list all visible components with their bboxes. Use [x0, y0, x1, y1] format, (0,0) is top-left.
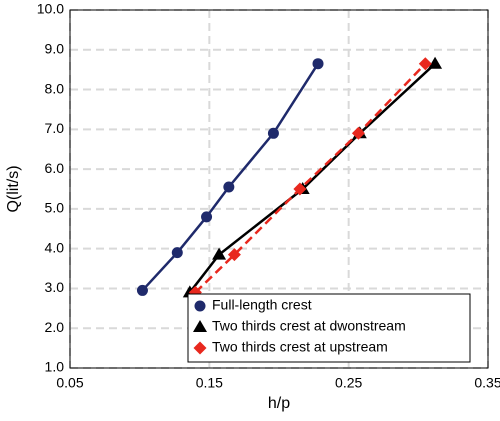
marker — [418, 57, 432, 71]
x-tick-label: 0.15 — [196, 375, 223, 391]
marker — [193, 341, 207, 355]
legend-label: Full-length crest — [212, 297, 312, 313]
x-axis-label: h/p — [268, 395, 290, 412]
y-tick-label: 10.0 — [37, 1, 64, 17]
y-tick-label: 1.0 — [45, 359, 65, 375]
legend-label: Two thirds crest at dwonstream — [212, 318, 406, 334]
marker — [201, 211, 213, 223]
legend-box — [187, 293, 471, 363]
marker — [194, 300, 206, 312]
y-tick-label: 8.0 — [45, 80, 65, 96]
marker — [267, 127, 279, 139]
legend-label: Two thirds crest at upstream — [212, 339, 388, 355]
series-line — [141, 63, 320, 292]
x-tick-label: 0.25 — [335, 375, 362, 391]
marker — [212, 247, 227, 260]
y-tick-label: 7.0 — [45, 120, 65, 136]
y-tick-label: 6.0 — [45, 160, 65, 176]
y-tick-label: 9.0 — [45, 40, 65, 56]
plot-border — [69, 9, 489, 369]
marker — [171, 247, 183, 259]
y-tick-label: 3.0 — [45, 279, 65, 295]
marker — [223, 181, 235, 193]
marker — [193, 320, 207, 332]
series-line — [194, 62, 427, 294]
marker — [227, 248, 241, 262]
marker — [136, 284, 148, 296]
marker — [428, 56, 443, 69]
y-tick-label: 5.0 — [45, 200, 65, 216]
y-tick-label: 2.0 — [45, 319, 65, 335]
y-axis-label: Q(lit/s) — [5, 165, 22, 212]
series-line — [188, 62, 436, 294]
x-tick-label: 0.35 — [474, 375, 500, 391]
marker — [351, 126, 365, 140]
marker — [293, 182, 307, 196]
y-tick-label: 4.0 — [45, 239, 65, 255]
marker — [312, 58, 324, 70]
x-tick-label: 0.05 — [56, 375, 83, 391]
